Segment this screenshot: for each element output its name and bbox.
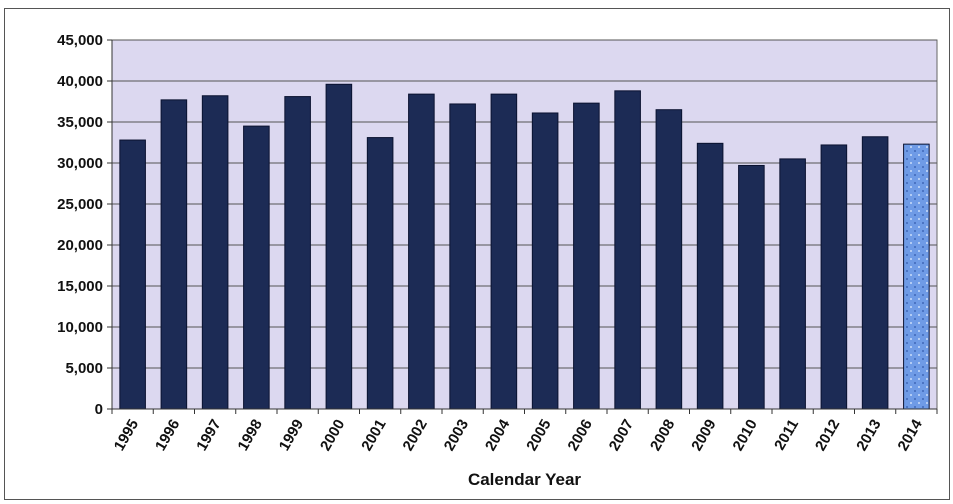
y-tick-label: 40,000 (57, 73, 103, 90)
bar-1999 (284, 96, 311, 410)
x-tick-label: 2005 (523, 417, 554, 454)
bar-2005 (531, 112, 559, 410)
x-tick-label: 2002 (399, 417, 430, 454)
y-tick-label: 5,000 (65, 360, 103, 377)
x-tick-label: 2011 (771, 417, 802, 454)
x-axis-title: Calendar Year (468, 470, 581, 489)
bar-2004 (490, 93, 518, 410)
x-tick-label: 1999 (276, 417, 307, 454)
bar-2009 (696, 142, 724, 410)
x-tick-label: 2012 (812, 417, 843, 454)
chart-frame: 0 5,000 10,000 15,000 20,000 25,000 30,000 35,0… (4, 8, 950, 500)
y-tick-label: 35,000 (57, 114, 103, 131)
x-tick-label: 2013 (853, 417, 884, 454)
bar-2000 (325, 83, 353, 410)
y-axis: 0 5,000 10,000 15,000 20,000 25,000 30,000 35,0… (57, 32, 113, 418)
x-tick-label: 1995 (111, 417, 142, 454)
bar-2003 (449, 103, 476, 410)
x-tick-label: 2001 (358, 417, 389, 454)
bar-2006 (573, 102, 600, 410)
bar-2012 (820, 144, 848, 410)
x-tick-label: 1996 (152, 417, 183, 454)
y-tick-label: 10,000 (57, 319, 103, 336)
bar-1998 (243, 125, 270, 410)
y-tick-label: 20,000 (57, 237, 103, 254)
x-tick-label: 1998 (234, 417, 265, 454)
plot-area (111, 39, 938, 410)
x-tick-label: 2009 (688, 417, 719, 454)
x-tick-label: 1997 (193, 417, 224, 454)
x-tick-label: 2007 (606, 417, 637, 454)
bar-2008 (655, 109, 683, 410)
x-tick-label: 2014 (894, 416, 926, 454)
x-axis: 1995 1996 1997 1998 1999 2000 2001 2002 2003 2004… (111, 408, 938, 454)
y-tick-label: 30,000 (57, 155, 103, 172)
bar-chart: 0 5,000 10,000 15,000 20,000 25,000 30,000 35,0… (57, 32, 938, 489)
x-tick-label: 2004 (482, 416, 514, 454)
bar-2007 (614, 90, 641, 410)
bars (119, 83, 930, 410)
x-tick-label: 2003 (441, 417, 472, 454)
bar-1996 (160, 99, 188, 410)
y-tick-label: 25,000 (57, 196, 103, 213)
bar-2010 (738, 164, 765, 410)
x-tick-label: 2008 (647, 417, 678, 454)
x-tick-label: 2000 (317, 417, 348, 454)
bar-1997 (201, 95, 229, 410)
bar-2013 (861, 136, 889, 410)
bar-2002 (408, 93, 435, 410)
bar-2001 (366, 137, 394, 410)
y-tick-label: 0 (95, 401, 103, 418)
x-tick-label: 2006 (564, 417, 595, 454)
bar-2014 (903, 143, 930, 410)
y-tick-label: 15,000 (57, 278, 103, 295)
y-tick-label: 45,000 (57, 32, 103, 49)
bar-1995 (119, 139, 146, 410)
x-tick-label: 2010 (729, 417, 760, 454)
bar-2011 (779, 158, 806, 410)
